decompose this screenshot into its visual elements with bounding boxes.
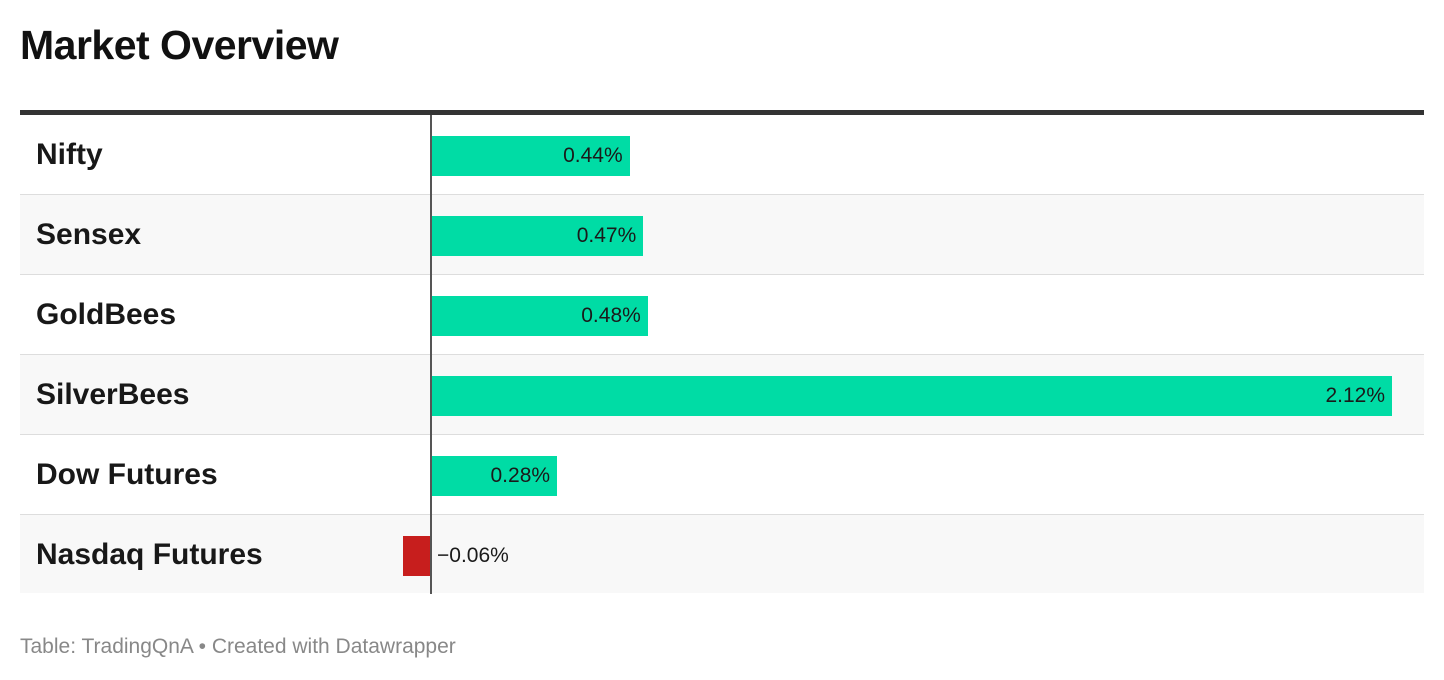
table-row: SilverBees 2.12%	[20, 355, 1424, 435]
chart-footer: Table: TradingQnA • Created with Datawra…	[20, 632, 456, 662]
bar	[430, 456, 558, 496]
footer-separator: •	[198, 635, 206, 658]
bar	[402, 536, 430, 576]
bar-value-label: −0.06%	[437, 544, 509, 567]
row-label: Dow Futures	[36, 458, 218, 491]
bar-table: Nifty 0.44% Sensex 0.47% GoldBees 0.48% Silver…	[20, 115, 1424, 593]
zero-axis-line	[430, 115, 432, 594]
table-top-rule	[20, 110, 1424, 115]
footer-credit: Created with Datawrapper	[211, 635, 456, 658]
row-label: SilverBees	[36, 378, 190, 411]
table-row: Sensex 0.47%	[20, 195, 1424, 275]
row-label: Nifty	[36, 138, 103, 171]
row-label: Nasdaq Futures	[36, 538, 263, 571]
bar-value-label: 0.28%	[490, 464, 551, 487]
row-label: Sensex	[36, 218, 142, 251]
row-label: GoldBees	[36, 298, 177, 331]
bar	[430, 376, 1392, 416]
table-row: Nifty 0.44%	[20, 115, 1424, 195]
chart-title: Market Overview	[20, 22, 339, 68]
bar-value-label: 0.47%	[576, 224, 637, 247]
footer-source: Table: TradingQnA	[20, 635, 193, 658]
bar	[430, 136, 630, 176]
table-row: GoldBees 0.48%	[20, 275, 1424, 355]
bar-value-label: 2.12%	[1325, 384, 1385, 407]
bar	[430, 216, 644, 256]
bar-value-label: 0.48%	[581, 304, 641, 327]
bar-value-label: 0.44%	[563, 144, 623, 167]
table-row: Nasdaq Futures −0.06%	[20, 515, 1424, 593]
bar	[430, 296, 648, 336]
table-row: Dow Futures 0.28%	[20, 435, 1424, 515]
